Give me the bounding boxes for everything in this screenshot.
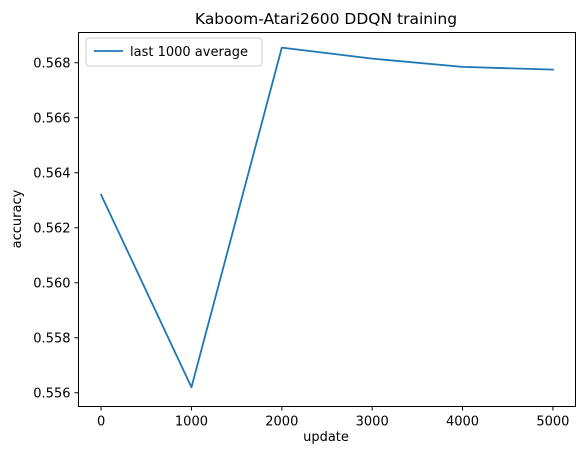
legend-label: last 1000 average <box>130 45 248 60</box>
x-tick-label: 0 <box>97 415 105 430</box>
y-tick-label: 0.568 <box>33 56 70 71</box>
x-tick-label: 1000 <box>175 415 208 430</box>
y-tick-label: 0.564 <box>33 166 70 181</box>
y-axis: 0.556 0.558 0.560 0.562 0.564 0.566 0.568 <box>33 56 79 401</box>
x-tick-label: 2000 <box>265 415 298 430</box>
legend-box <box>85 37 263 67</box>
x-axis: 0 1000 2000 3000 4000 5000 <box>97 406 569 430</box>
y-tick-label: 0.560 <box>33 276 70 291</box>
series-line <box>99 46 554 389</box>
x-tick-label: 3000 <box>356 415 389 430</box>
x-axis-label: update <box>303 430 349 445</box>
plot-frame <box>78 32 576 407</box>
x-tick-label: 4000 <box>446 415 479 430</box>
y-tick-label: 0.562 <box>33 221 70 236</box>
y-tick-label: 0.558 <box>33 331 70 346</box>
y-tick-label: 0.566 <box>33 111 70 126</box>
legend: last 1000 average <box>85 37 263 67</box>
x-tick-label: 5000 <box>536 415 569 430</box>
chart-title: Kaboom-Atari2600 DDQN training <box>195 10 457 28</box>
y-tick-label: 0.556 <box>33 386 70 401</box>
plot-area <box>99 46 554 389</box>
y-axis-label: accuracy <box>10 189 25 248</box>
